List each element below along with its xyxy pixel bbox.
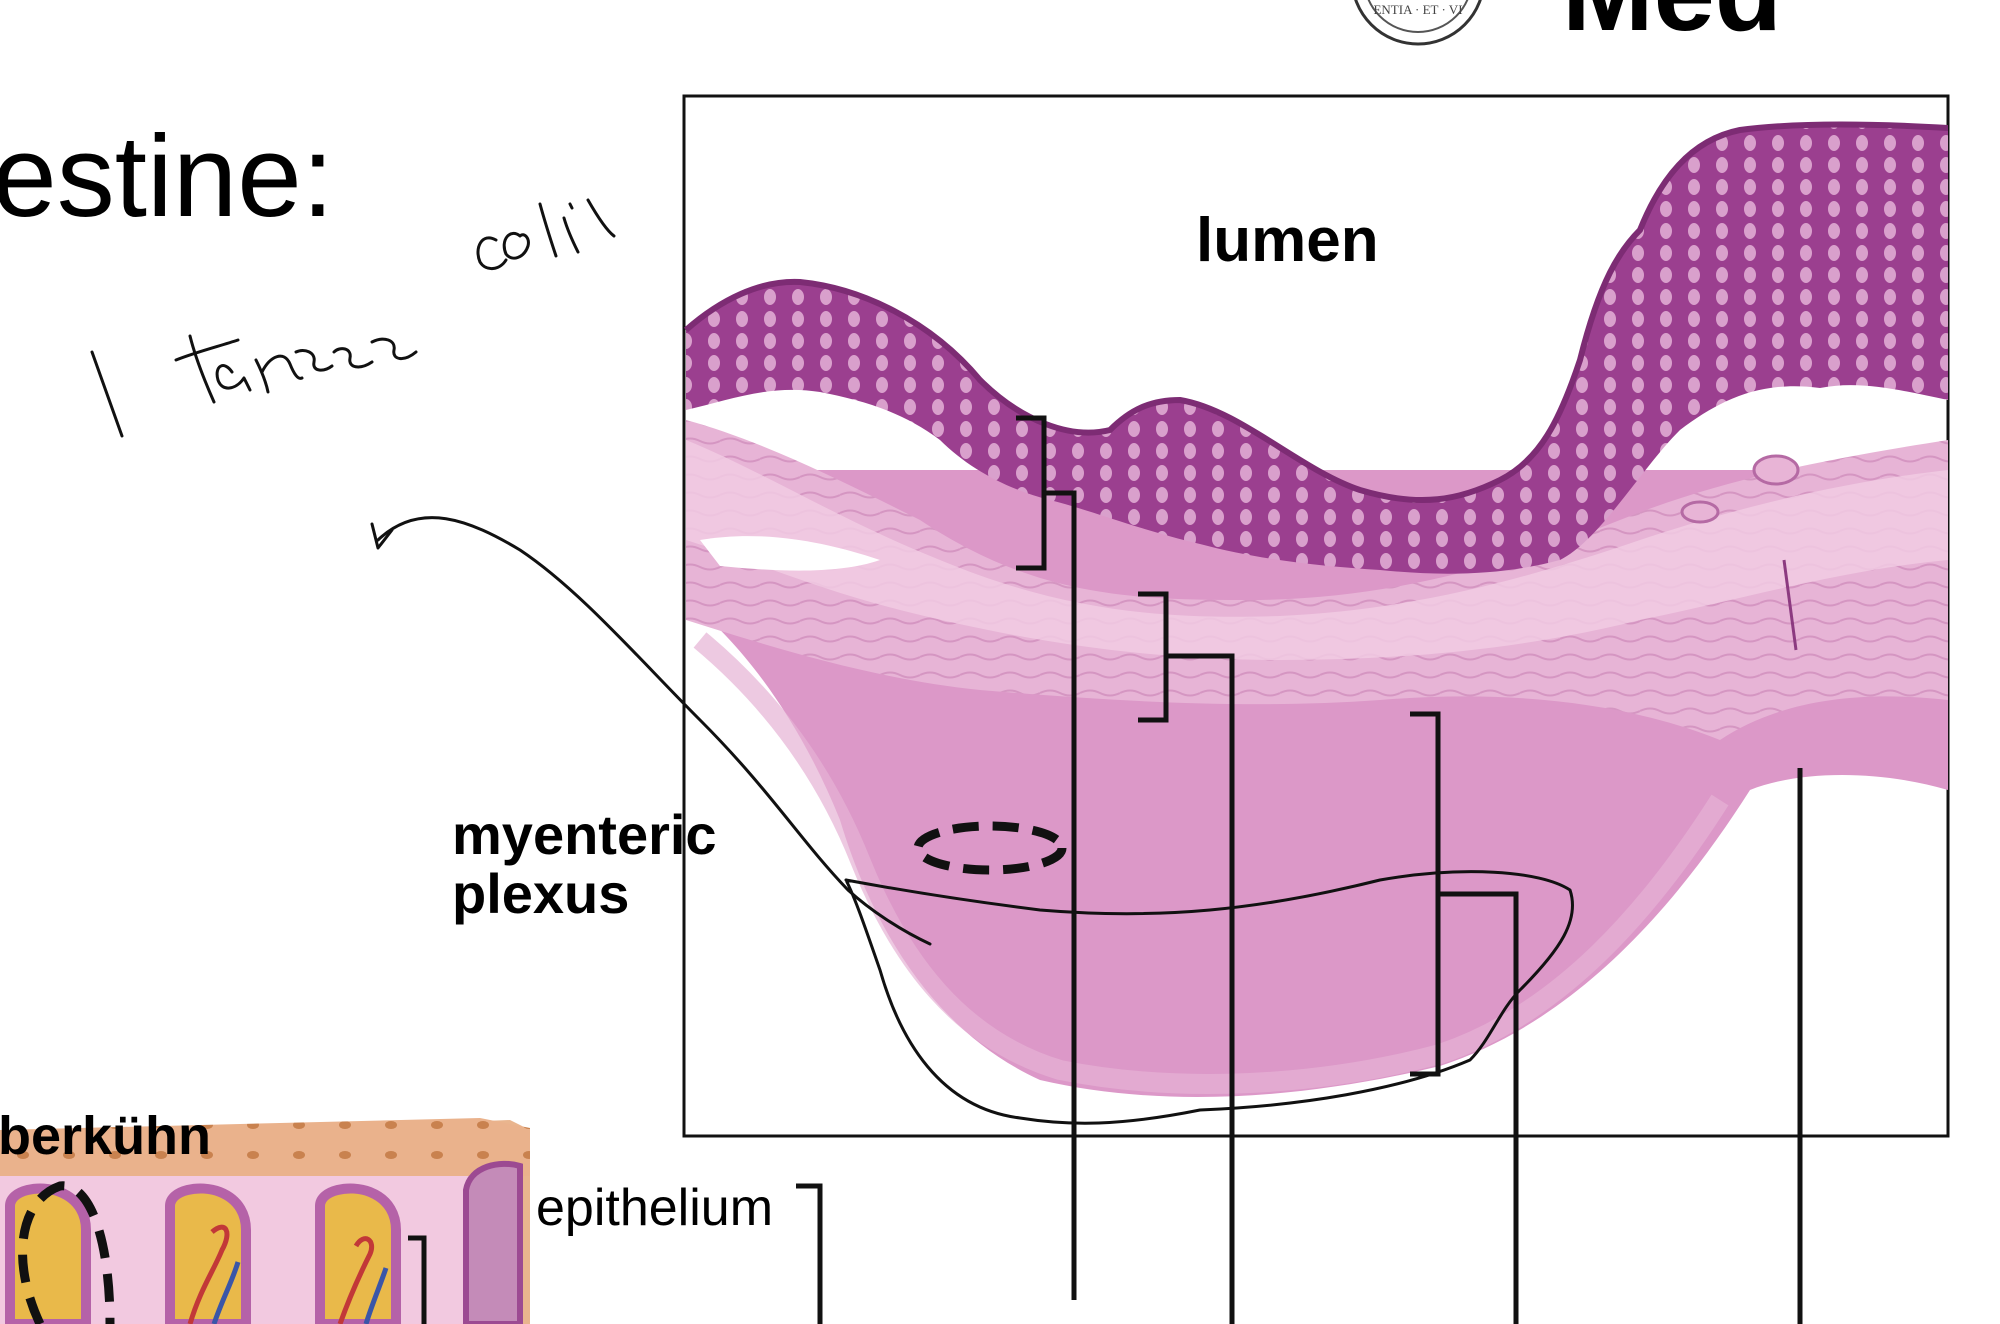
bracket-epithelium: [796, 1183, 823, 1324]
intestinal-wall-diagram: [0, 1118, 530, 1324]
leader-submucosa: [1166, 653, 1235, 1324]
myenteric-plexus-marker: [913, 821, 1067, 875]
myenteric-label-line2: plexus: [452, 861, 630, 925]
handwritten-muscle-outline: [844, 870, 1575, 1125]
layer-brackets: [402, 415, 1803, 1324]
myenteric-label-line1: myenteric: [452, 803, 717, 866]
micrograph-tissue: [684, 121, 1948, 1097]
crypt-label: berkühn: [0, 1106, 212, 1166]
logo-seal-text: ENTIA · ET · VI: [1373, 2, 1462, 17]
leader-mucosa: [1044, 490, 1077, 1300]
epithelium-label: epithelium: [536, 1179, 774, 1237]
crypt-dashed-outline: [18, 1181, 115, 1324]
leader-muscularis: [1438, 891, 1519, 1324]
slide-title: testine:: [0, 111, 334, 241]
lumen-label: lumen: [1196, 206, 1379, 275]
myenteric-plexus-label: myenteric plexus: [452, 803, 717, 925]
handwritten-arrowhead: [370, 522, 394, 550]
handwritten-annotations: [90, 198, 1575, 1125]
logo-wordmark: Med: [1562, 0, 1782, 48]
logo-seal: ENTIA · ET · VI: [1354, 0, 1482, 46]
